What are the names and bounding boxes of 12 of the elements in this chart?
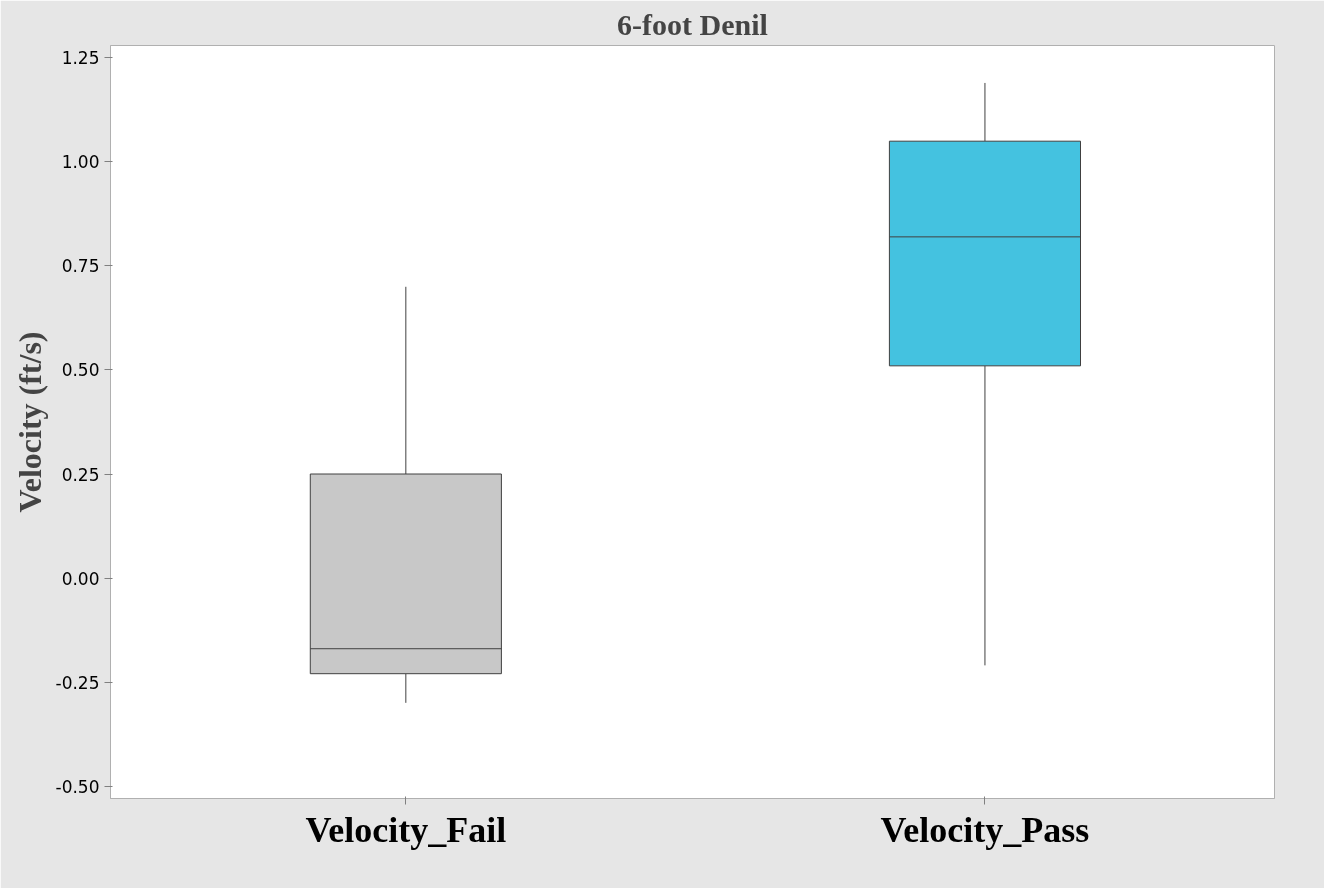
- y-tick-label: 0.00: [61, 568, 100, 589]
- y-tick-label: 1.25: [61, 48, 100, 69]
- y-tick-label: 0.50: [61, 360, 100, 381]
- y-axis-title: Velocity (ft/s): [11, 331, 48, 513]
- x-tick-label: Velocity_Fail: [305, 809, 507, 850]
- y-tick-label: -0.50: [55, 776, 100, 797]
- y-tick-label: 0.25: [61, 464, 100, 485]
- x-tick-label: Velocity_Pass: [880, 809, 1090, 850]
- y-tick-label: 1.00: [61, 152, 100, 173]
- chart-title: 6-foot Denil: [617, 7, 768, 41]
- y-tick-label: 0.75: [61, 256, 100, 277]
- y-tick-label: -0.25: [55, 672, 100, 693]
